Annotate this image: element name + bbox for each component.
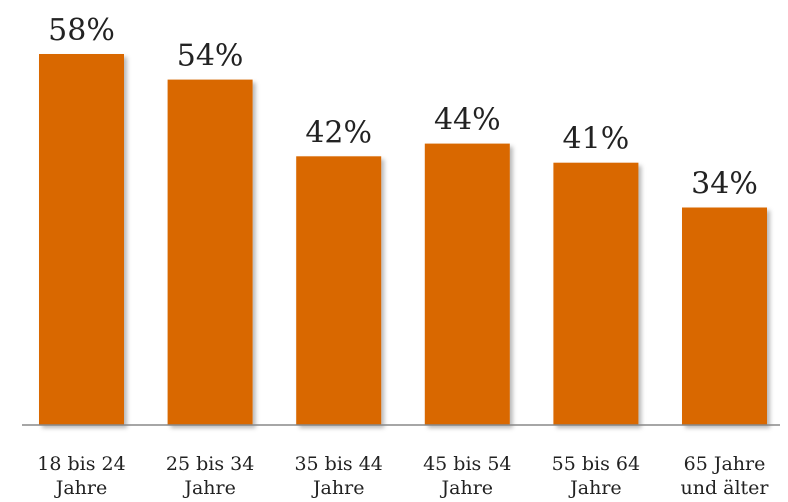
- value-label-4: 44%: [434, 103, 501, 138]
- value-label-5: 41%: [563, 122, 630, 157]
- value-labels-group: 58% 54% 42% 44% 41% 34%: [48, 13, 758, 202]
- bar-1: [39, 54, 124, 425]
- bar-4: [424, 143, 510, 425]
- category-label-1: 18 bis 24 Jahre: [37, 453, 125, 499]
- category-label-5: 55 bis 64 Jahre: [552, 453, 640, 499]
- value-label-6: 34%: [691, 167, 758, 202]
- category-label-2: 25 bis 34 Jahre: [166, 453, 254, 499]
- bar-6: [682, 207, 767, 425]
- bar-5: [553, 162, 639, 425]
- category-label-6: 65 Jahre und älter: [680, 453, 769, 499]
- bar-2: [167, 79, 253, 425]
- value-label-2: 54%: [177, 39, 244, 74]
- category-label-4: 45 bis 54 Jahre: [423, 453, 511, 499]
- category-labels-group: 18 bis 24 Jahre 25 bis 34 Jahre 35 bis 44 Jah…: [37, 453, 769, 499]
- bar-3: [296, 156, 382, 426]
- value-label-3: 42%: [305, 115, 372, 150]
- bars-group: [39, 54, 767, 426]
- value-label-1: 58%: [48, 13, 115, 48]
- category-label-3: 35 bis 44 Jahre: [294, 453, 382, 499]
